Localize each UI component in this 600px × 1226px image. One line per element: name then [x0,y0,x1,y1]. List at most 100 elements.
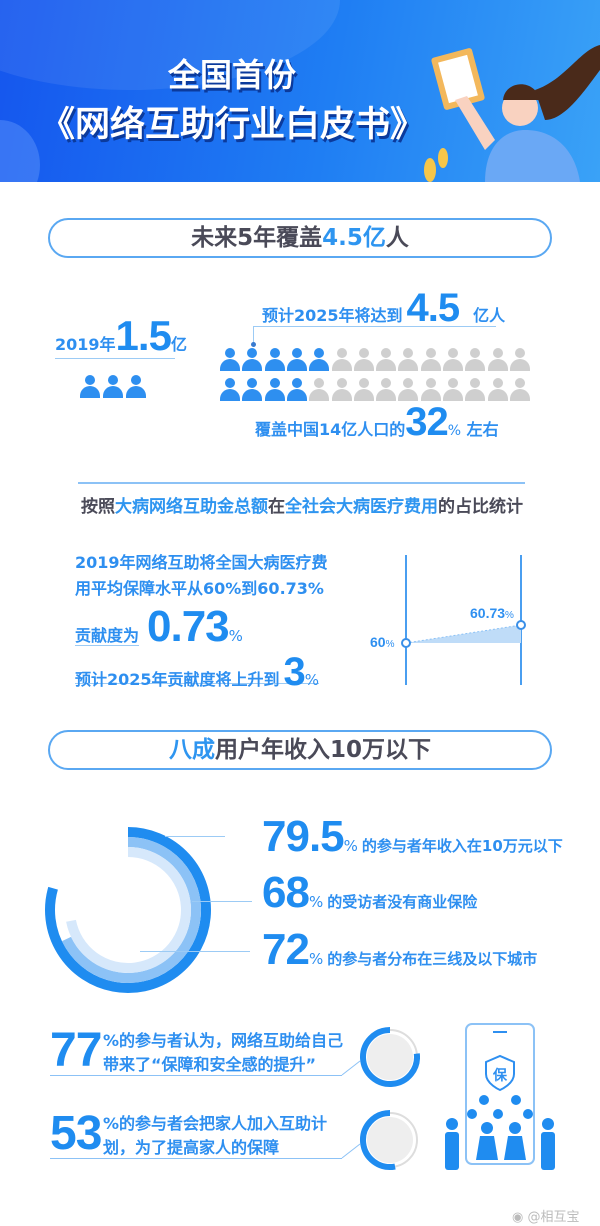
survey-text-line2: 带来了“保障和安全感的提升” [103,1055,317,1074]
coverage-value: 32 [405,400,448,444]
donut-arc [360,1027,420,1087]
underline [253,326,496,327]
leader-line [192,901,252,902]
survey-value: 77 [50,1024,102,1077]
contribution-unit: % [228,627,243,645]
donut-arc [360,1110,396,1170]
forecast-contribution-value: 3 [283,650,306,694]
stat-unit: % [308,893,324,911]
ring-arc-1 [61,837,201,983]
heading-text: 用户年收入10万以下 [214,737,431,763]
survey-value: 53 [50,1107,102,1160]
shield-icon [485,1054,515,1092]
person-icon [353,378,374,402]
underline [50,1075,342,1076]
person-icon [398,378,419,402]
underline [55,358,175,359]
heading-highlight: 4.5亿 [322,225,386,251]
person-icon [331,348,352,372]
coverage-level-chart: 60% 60.73% [370,555,526,685]
person-icon [309,348,330,372]
contribution-stat: 贡献度为 0.73% [75,602,243,652]
person-icon [509,378,530,402]
family-protection-icon: 保 [445,1023,555,1170]
leader-line [140,951,250,952]
increase-line [405,624,522,644]
forecast-2025: 预计2025年将达到 4.5 亿人 [262,286,505,331]
survey-donut [341,1027,420,1087]
subtitle-part: 全社会大病医疗费用 [285,497,438,517]
contribution-line2: 用平均保障水平从60%到60.73% [75,579,324,598]
person-icon [80,375,100,399]
person-icon [331,378,352,402]
stat-value: 79.5 [262,812,345,861]
stat-unit: % [308,950,324,968]
person-icon [220,348,240,372]
person-icon [242,378,263,402]
person-icon [103,375,123,399]
coverage-suffix: 左右 [466,420,499,439]
subtitle-part: 在 [268,497,285,517]
subtitle-part: 的占比统计 [438,497,523,517]
stat-text: 的参与者分布在三线及以下城市 [327,950,538,968]
person-icon [353,348,374,372]
underline [50,1158,342,1159]
section-heading-coverage: 未来5年覆盖4.5亿人 [48,218,552,258]
survey-text-line1: %的参与者认为，网络互助给自己 [103,1031,344,1050]
current-unit: 亿 [170,335,187,354]
person-icon [509,348,530,372]
section-heading-income: 八成用户年收入10万以下 [48,730,552,770]
contribution-text: 2019年网络互助将全国大病医疗费 用平均保障水平从60%到60.73% [75,550,328,602]
background-leaf [0,120,40,182]
forecast-label: 预计2025年贡献度将上升到 [75,670,280,689]
current-users-2019: 2019年1.5亿 [55,312,187,360]
person-icon [398,348,419,372]
income-ring-chart [45,827,211,993]
survey-text-line2: 划，为了提高家人的保障 [103,1138,280,1157]
forecast-prefix: 预计2025年将达到 [262,306,403,325]
weibo-watermark: ◉ @相互宝 [512,1206,580,1225]
person-icon [286,378,307,402]
ring-arc-0 [45,827,211,993]
person-icon [443,378,463,402]
person-icon [443,348,463,372]
person-icon [220,378,240,402]
forecast-contribution-unit: % [304,671,320,689]
divider [78,482,525,484]
person-icon [376,378,397,402]
subtitle-part: 按照 [81,497,115,517]
survey-text-line1: %的参与者会把家人加入互助计 [103,1114,328,1133]
person-icon [126,375,146,399]
contribution-value: 0.73 [147,602,230,651]
leader-line [165,836,225,837]
forecast-unit: 亿人 [473,306,506,325]
hero-banner: 全国首份 《网络互助行业白皮书》 [0,0,600,182]
watermark-text: @相互宝 [527,1210,580,1225]
stat-text: 的参与者年收入在10万元以下 [361,837,563,855]
end-point [516,620,526,630]
pointer-line [253,326,254,344]
person-icon [420,348,441,372]
contribution-label: 贡献度为 [75,626,140,646]
person-icon [264,378,285,402]
income-stat: 79.5% 的参与者年收入在10万元以下 [262,812,563,862]
person-icon [309,378,330,402]
year-label: 2019年 [55,335,116,354]
section-subtitle: 按照大病网络互助金总额在全社会大病医疗费用的占比统计 [72,492,532,517]
income-stat: 72% 的参与者分布在三线及以下城市 [262,925,537,975]
person-icon [286,348,307,372]
stat-value: 68 [262,868,310,917]
contribution-line1: 2019年网络互助将全国大病医疗费 [75,553,328,572]
stat-unit: % [343,837,358,855]
person-icon [487,378,508,402]
person-icon [242,348,263,372]
person-icon [465,378,486,402]
start-label: 60% [370,634,395,650]
person-icon [420,378,441,402]
hero-title-line2: 《网络互助行业白皮书》 [40,105,426,145]
ring-arc-2 [66,847,191,973]
coverage-prefix: 覆盖中国14亿人口的 [255,420,406,439]
woman-reading-illustration [424,45,600,182]
hero-title-line1: 全国首份 [168,56,297,94]
subtitle-part: 大病网络互助金总额 [115,497,268,517]
